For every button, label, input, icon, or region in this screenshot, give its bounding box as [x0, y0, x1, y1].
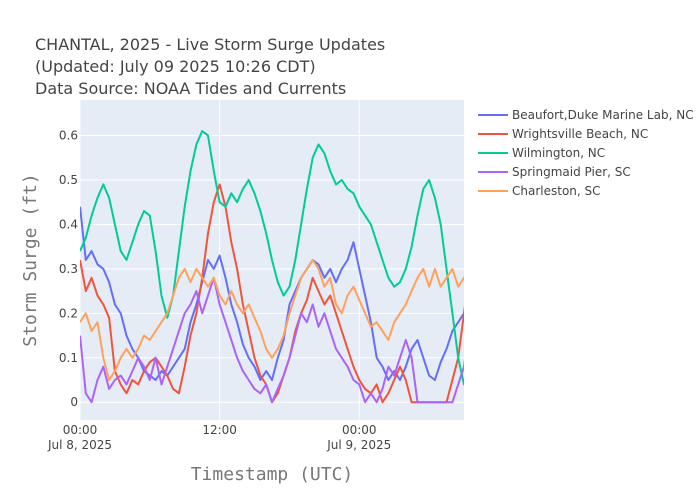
legend-item[interactable]: Beaufort,Duke Marine Lab, NC — [478, 108, 694, 122]
chart-title-line-1: CHANTAL, 2025 - Live Storm Surge Updates — [35, 35, 385, 54]
y-tick-label: 0.5 — [59, 173, 78, 187]
y-tick-label: 0.6 — [59, 129, 78, 143]
x-tick-sublabel: Jul 9, 2025 — [326, 438, 391, 452]
legend-label: Charleston, SC — [512, 184, 601, 198]
x-tick-label: 00:00 — [63, 423, 98, 437]
series-layer — [80, 130, 464, 404]
chart-title-line-2: (Updated: July 09 2025 10:26 CDT) — [35, 57, 316, 76]
y-tick-label: 0.3 — [59, 262, 78, 276]
x-axis-title: Timestamp (UTC) — [191, 464, 354, 485]
legend-item[interactable]: Wrightsville Beach, NC — [478, 127, 648, 141]
legend-label: Wilmington, NC — [512, 146, 605, 160]
legend: Beaufort,Duke Marine Lab, NC Wrightsville… — [478, 108, 694, 198]
y-axis-ticks: 0 0.1 0.2 0.3 0.4 0.5 0.6 — [59, 129, 78, 410]
y-tick-label: 0.2 — [59, 306, 78, 320]
x-tick-label: 00:00 — [342, 423, 377, 437]
series-line-2 — [80, 130, 464, 386]
y-tick-label: 0.1 — [59, 351, 78, 365]
legend-item[interactable]: Springmaid Pier, SC — [478, 165, 631, 179]
series-line-4 — [80, 259, 464, 381]
y-tick-label: 0.4 — [59, 217, 78, 231]
legend-item[interactable]: Charleston, SC — [478, 184, 601, 198]
y-axis-title: Storm Surge (ft) — [20, 173, 41, 346]
chart-title-line-3: Data Source: NOAA Tides and Currents — [35, 79, 346, 98]
legend-label: Wrightsville Beach, NC — [512, 127, 648, 141]
x-tick-sublabel: Jul 8, 2025 — [47, 438, 112, 452]
legend-label: Springmaid Pier, SC — [512, 165, 631, 179]
series-line-3 — [80, 276, 464, 404]
legend-label: Beaufort,Duke Marine Lab, NC — [512, 108, 694, 122]
y-tick-label: 0 — [70, 395, 78, 409]
legend-item[interactable]: Wilmington, NC — [478, 146, 605, 160]
x-tick-label: 12:00 — [202, 423, 237, 437]
